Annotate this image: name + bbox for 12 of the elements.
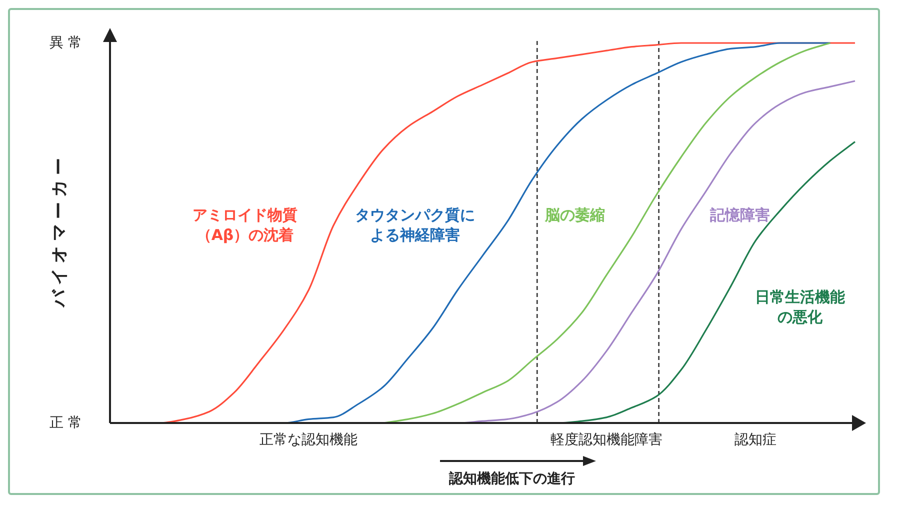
series-label: 脳の萎縮 (545, 205, 605, 225)
series-label: 記憶障害 (710, 205, 770, 225)
text: 正 常 (50, 414, 82, 431)
x-tick-label: 認知症 (734, 432, 777, 448)
x-tick-label: 軽度認知機能障害 (550, 432, 663, 448)
series-label: タウタンパク質による神経障害 (355, 205, 475, 245)
text: 異 常 (50, 34, 82, 51)
x-axis-title: 認知機能低下の進行 (448, 470, 575, 487)
y-axis-title: バイオマーカー (50, 153, 70, 308)
series-label: アミロイド物質（Aβ）の沈着 (192, 205, 298, 245)
series-label: 日常生活機能の悪化 (754, 287, 846, 327)
x-tick-label: 正常な認知機能 (260, 432, 358, 448)
